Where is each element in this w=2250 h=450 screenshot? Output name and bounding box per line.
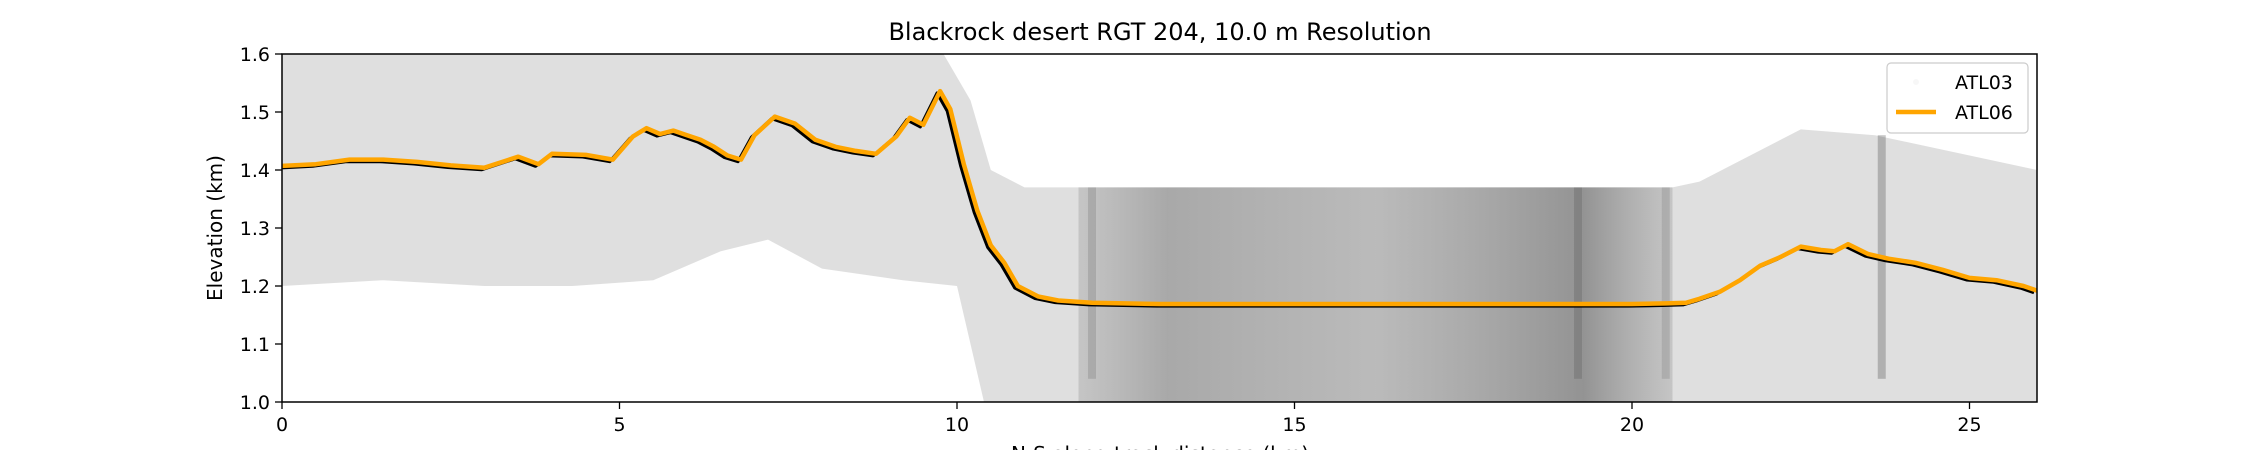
x-tick-label: 5 [613,414,625,436]
x-axis: 0 5 10 15 20 25 [276,402,1982,436]
y-tick-label: 1.2 [240,276,270,298]
y-tick-label: 1.6 [240,44,270,66]
y-tick-label: 1.4 [240,160,270,182]
y-tick-label: 1.0 [240,392,270,414]
x-tick-label: 15 [1282,414,1306,436]
x-tick-label: 25 [1957,414,1981,436]
legend: ATL03 ATL06 [1886,62,2029,134]
x-tick-label: 20 [1620,414,1644,436]
atl03-photon-cloud [282,54,2037,402]
y-axis: 1.0 1.1 1.2 1.3 1.4 1.5 1.6 [240,44,282,414]
y-axis-label: Elevation (km) [203,155,227,301]
y-tick-label: 1.5 [240,102,270,124]
y-tick-label: 1.1 [240,334,270,356]
atl03-photon-cloud-dense [1078,187,1673,402]
x-tick-label: 0 [276,414,288,436]
photon-density-stripe [1661,187,1670,379]
y-tick-label: 1.3 [240,218,270,240]
x-tick-label: 10 [945,414,969,436]
atl06-series-line [282,88,2037,307]
photon-density-stripe [1088,187,1096,379]
legend-atl03-marker [1913,79,1919,85]
chart-title: Blackrock desert RGT 204, 10.0 m Resolut… [888,18,1431,46]
legend-atl06-label: ATL06 [1955,102,2013,124]
legend-atl03-label: ATL03 [1955,72,2013,94]
photon-density-stripe [1574,187,1582,379]
legend-box [1886,62,2029,134]
x-axis-label: N-S along track distance (km) [1011,442,1309,450]
